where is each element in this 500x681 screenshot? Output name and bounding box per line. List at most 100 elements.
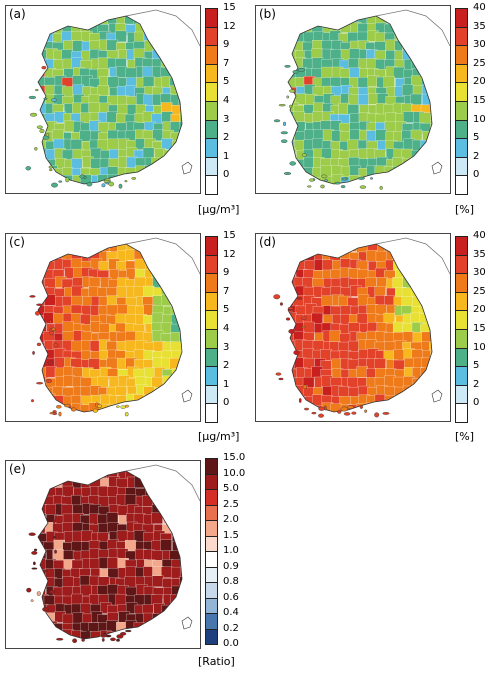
colorbar-tick-label: 5.0	[223, 483, 239, 494]
district-cell	[172, 603, 182, 615]
district-cell	[288, 121, 298, 133]
district-cell	[154, 471, 166, 481]
district-cell	[411, 168, 423, 180]
island	[297, 68, 305, 72]
map-a-svg	[25, 9, 200, 193]
island	[52, 519, 56, 524]
district-cell	[127, 186, 138, 193]
district-cell	[421, 68, 432, 80]
district-cell	[169, 259, 182, 272]
district-cell	[285, 185, 296, 193]
district-cell	[411, 261, 423, 273]
colorbar-tick-label: 40	[473, 230, 486, 241]
district-cell	[45, 244, 57, 254]
island	[334, 181, 341, 185]
district-cell	[170, 594, 182, 606]
district-cell	[143, 641, 154, 648]
island	[343, 412, 351, 416]
colorbar-swatch	[455, 175, 468, 195]
map-e-svg	[26, 464, 200, 648]
island	[29, 295, 36, 298]
colorbar-swatch	[205, 366, 218, 386]
colorbar-swatch	[455, 63, 468, 84]
district-cell	[38, 31, 46, 43]
island	[43, 97, 48, 100]
colorbar-tick-label: 12	[223, 248, 236, 260]
district-cell	[331, 244, 343, 253]
district-cell	[163, 403, 175, 412]
district-cell	[170, 295, 182, 307]
district-cell	[321, 375, 333, 387]
district-mosaic	[38, 471, 182, 648]
island	[116, 638, 120, 642]
district-cell	[63, 185, 74, 193]
island	[337, 410, 342, 414]
island	[70, 407, 77, 412]
district-cell	[144, 186, 155, 193]
island	[47, 360, 54, 365]
colorbar-tick-label: 25	[473, 285, 486, 297]
district-cell	[44, 294, 56, 306]
district-cell	[430, 48, 432, 60]
colorbar-tick-label: 15	[223, 2, 236, 13]
district-cell	[169, 278, 181, 291]
district-cell	[304, 16, 316, 25]
colorbar-swatch	[205, 273, 218, 293]
district-cell	[125, 67, 137, 80]
colorbar-swatch	[205, 384, 218, 405]
panel-label-b: (b)	[259, 7, 276, 21]
island	[36, 382, 44, 385]
district-cell	[161, 604, 173, 617]
district-cell	[384, 185, 395, 193]
district-cell	[411, 31, 423, 43]
island	[53, 343, 59, 348]
colorbar-swatch	[455, 45, 468, 65]
colorbar-tick-label: 3	[223, 113, 230, 125]
district-cell	[413, 387, 425, 399]
island	[340, 185, 346, 189]
district-cell	[357, 294, 370, 306]
district-cell	[153, 622, 165, 635]
district-cell	[312, 138, 324, 150]
colorbar-tick-label: 4	[223, 323, 230, 334]
colorbar-swatch	[205, 473, 218, 490]
colorbar-tick-label: 5	[223, 76, 230, 88]
district-cell	[152, 575, 164, 587]
district-cell	[422, 158, 432, 171]
district-cell	[73, 412, 84, 421]
colorbar-swatch	[205, 597, 218, 614]
district-cell	[63, 471, 75, 482]
district-cell	[181, 505, 182, 517]
colorbar-tick-label: 20	[473, 304, 486, 316]
island	[36, 342, 42, 347]
district-cell	[145, 259, 157, 271]
colorbar-a: 15 12 9 7 5 4 3 2 1 0	[205, 3, 245, 195]
colorbar-swatch	[205, 566, 218, 583]
district-cell	[161, 394, 173, 406]
island	[298, 398, 302, 403]
island	[65, 177, 70, 183]
colorbar-swatch	[205, 291, 218, 312]
district-cell	[171, 147, 182, 160]
district-cell	[430, 278, 432, 291]
island	[48, 165, 53, 169]
colorbar-tick-label: 40	[473, 2, 486, 13]
district-cell	[429, 341, 432, 354]
island	[26, 587, 32, 593]
colorbar-tick-label: 9	[223, 39, 230, 51]
island	[289, 104, 293, 109]
district-cell	[170, 522, 182, 534]
colorbar-swatch	[205, 520, 218, 537]
district-cell	[294, 244, 306, 255]
district-cell	[429, 287, 432, 299]
district-cell	[331, 16, 343, 27]
district-cell	[161, 494, 174, 507]
district-mosaic	[38, 16, 182, 193]
district-cell	[340, 16, 352, 25]
island	[301, 316, 307, 320]
district-cell	[395, 176, 407, 184]
district-cell	[431, 268, 432, 280]
district-cell	[430, 148, 432, 160]
panel-a: (a) 15 12 9 7 5 4 3 2 1 0 [µg/m³]	[0, 0, 250, 225]
district-cell	[421, 259, 432, 271]
